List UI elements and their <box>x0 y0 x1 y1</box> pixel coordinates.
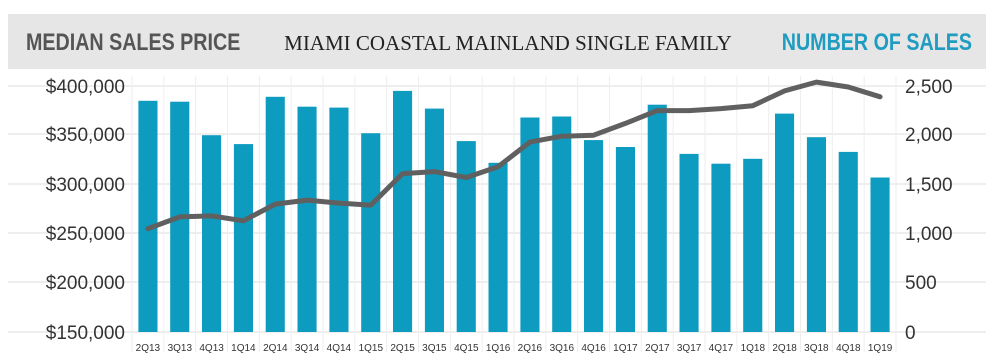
left-tick-label: $150,000 <box>46 323 125 344</box>
sales-count-line <box>145 79 883 232</box>
chart-title: MIAMI COASTAL MAINLAND SINGLE FAMILY <box>284 31 732 55</box>
bar <box>584 140 604 332</box>
left-tick-label: $200,000 <box>46 273 125 294</box>
x-tick-label: 1Q16 <box>486 343 511 354</box>
bar <box>138 100 158 332</box>
x-tick-label: 1Q14 <box>231 343 256 354</box>
x-tick-label: 1Q17 <box>613 343 638 354</box>
bar <box>265 96 285 332</box>
left-tick-label: $400,000 <box>46 77 125 98</box>
left-tick-label: $350,000 <box>46 125 125 146</box>
x-tick-label: 1Q15 <box>359 343 384 354</box>
x-tick-label: 4Q14 <box>327 343 352 354</box>
x-tick-label: 2Q13 <box>136 343 161 354</box>
x-tick-label: 3Q16 <box>550 343 575 354</box>
x-tick-label: 1Q19 <box>868 343 893 354</box>
x-tick-label: 4Q17 <box>709 343 734 354</box>
line-series <box>145 79 883 232</box>
right-tick-label: 2,500 <box>905 77 953 98</box>
bar <box>488 162 508 332</box>
bar <box>711 163 731 332</box>
right-y-axis: 0 500 1,000 1,500 2,000 2,500 <box>905 77 953 344</box>
left-tick-label: $300,000 <box>46 175 125 196</box>
bar <box>615 147 635 332</box>
bar <box>202 135 222 332</box>
bar <box>679 153 699 332</box>
x-tick-label: 3Q14 <box>295 343 320 354</box>
bar <box>361 133 381 332</box>
right-tick-label: 0 <box>905 323 916 344</box>
bar <box>838 151 858 332</box>
right-tick-label: 2,000 <box>905 125 953 146</box>
x-tick-label: 2Q14 <box>263 343 288 354</box>
right-tick-label: 500 <box>905 273 937 294</box>
bar <box>775 113 795 332</box>
bar <box>297 106 317 332</box>
x-tick-label: 3Q17 <box>677 343 702 354</box>
x-tick-label: 4Q13 <box>199 343 224 354</box>
x-tick-label: 4Q15 <box>454 343 479 354</box>
left-y-axis: $150,000 $200,000 $250,000 $300,000 $350,000… <box>46 77 125 344</box>
x-tick-label: 2Q17 <box>645 343 670 354</box>
x-tick-label: 3Q13 <box>168 343 193 354</box>
x-tick-label: 3Q15 <box>422 343 447 354</box>
bar <box>806 137 826 332</box>
bar <box>870 177 890 332</box>
bar <box>424 108 444 332</box>
right-tick-label: 1,500 <box>905 175 953 196</box>
x-axis: 2Q13 3Q13 4Q13 1Q14 2Q14 3Q14 4Q14 1Q15 2Q15 3Q15… <box>136 343 893 354</box>
bar <box>552 116 572 332</box>
bar <box>743 158 763 332</box>
left-tick-label: $250,000 <box>46 224 125 245</box>
bar <box>520 117 540 332</box>
bar <box>393 90 413 333</box>
left-axis-title: MEDIAN SALES PRICE <box>26 29 241 56</box>
x-tick-label: 2Q16 <box>518 343 543 354</box>
x-tick-label: 2Q15 <box>390 343 415 354</box>
x-tick-label: 3Q18 <box>804 343 829 354</box>
bar <box>233 144 253 332</box>
x-tick-label: 1Q18 <box>741 343 766 354</box>
x-tick-label: 4Q18 <box>836 343 861 354</box>
bar <box>647 104 667 332</box>
bar <box>329 107 349 332</box>
right-axis-title: NUMBER OF SALES <box>781 29 972 56</box>
bar <box>456 141 476 332</box>
x-tick-label: 4Q16 <box>581 343 606 354</box>
chart-header: MEDIAN SALES PRICE MIAMI COASTAL MAINLAN… <box>8 14 986 69</box>
x-tick-label: 2Q18 <box>772 343 797 354</box>
right-tick-label: 1,000 <box>905 224 953 245</box>
